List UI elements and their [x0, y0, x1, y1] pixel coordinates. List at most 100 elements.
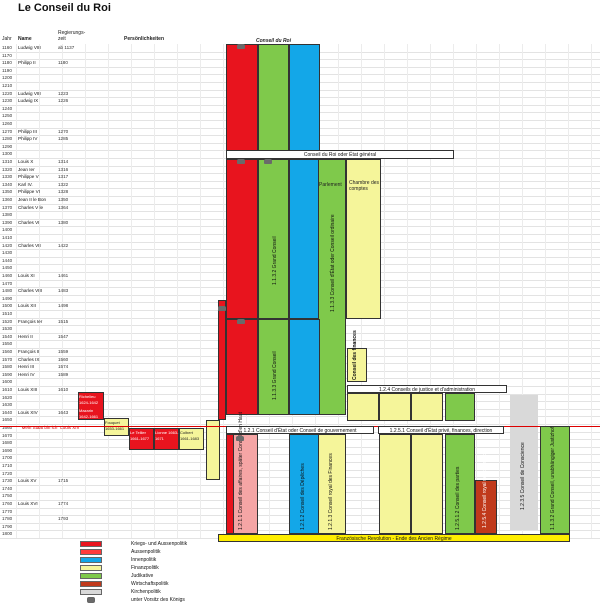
king-reign: 1559: [58, 349, 69, 354]
label-mazarin: Mazarin 1642-1661: [79, 408, 99, 419]
grid-column-line: [499, 44, 500, 538]
label-royal-finances: 1.2.1.3 Conseil royal des Finances: [328, 453, 334, 530]
year-label: 1270: [2, 128, 13, 134]
king-reign: 1547: [58, 333, 69, 339]
king-name: Charles VII: [18, 242, 41, 248]
block-depeches: [289, 434, 320, 534]
label-chambre: Chambre des comptes: [349, 180, 380, 192]
grid-column-line: [108, 44, 109, 538]
block-justice-yellow-1: [347, 393, 379, 421]
block-war-foreign-mid: [226, 159, 258, 319]
king-name: Philipp II: [18, 60, 36, 66]
crown-icon: [236, 436, 244, 441]
year-label: 1600: [2, 379, 13, 385]
label-richelieu: Richelieu 1624-1642: [79, 394, 99, 405]
year-label: 1410: [2, 235, 13, 240]
year-label: 1770: [2, 508, 13, 514]
year-label: 1400: [2, 227, 13, 233]
block-interior-mid: [289, 159, 320, 319]
grid-column-line: [430, 44, 431, 538]
king-reign: 1180: [58, 60, 68, 66]
legend-label: Judikative: [131, 573, 154, 579]
king-reign: 1422: [58, 242, 69, 248]
legend-label: Wirtschaftspolitik: [131, 581, 169, 587]
legend-swatch: [80, 557, 102, 563]
year-label: 1750: [2, 493, 13, 499]
year-label: 1490: [2, 295, 13, 301]
block-interior-late: [289, 319, 320, 415]
king-reign: 1223: [58, 90, 69, 96]
king-name: Louis XV: [18, 478, 37, 484]
year-label: 1430: [2, 250, 13, 256]
king-name: Louis X: [18, 159, 34, 164]
king-reign: 1715: [58, 478, 69, 484]
block-parties: [445, 434, 475, 534]
year-label: 1500: [2, 303, 13, 309]
grid-column-line: [154, 44, 155, 538]
year-label: 1680: [2, 440, 13, 446]
block-grand-conseil: [258, 159, 289, 319]
year-label: 1350: [2, 189, 13, 195]
legend-swatch: [80, 573, 102, 579]
year-label: 1420: [2, 242, 13, 248]
king-reign: 1643: [58, 409, 69, 415]
king-name: Philipp IV: [18, 136, 38, 142]
conseil-general-box: Conseil du Roi oder État général: [226, 150, 454, 159]
block-grand-conseil-late: [258, 319, 289, 415]
grid-column-line: [476, 44, 477, 538]
person-richelieu-mazarin: [78, 392, 104, 420]
king-name: Louis XVI: [18, 501, 38, 506]
label-grand-conseil-final: 1.1.3.2 Grand Conseil, unabhängiger Just…: [550, 426, 556, 530]
year-label: 1590: [2, 371, 13, 377]
block-war-foreign-late: [226, 319, 258, 415]
label-etat: "Mein Staat bin ich" Louis XIV: [20, 425, 80, 430]
year-label: 1650: [2, 417, 13, 423]
legend-swatch: [80, 549, 102, 555]
legend-label: Kirchenpolitik: [131, 589, 161, 595]
year-label: 1210: [2, 83, 13, 88]
grid-column-line: [131, 44, 132, 538]
grid-column-line: [177, 44, 178, 538]
year-label: 1370: [2, 204, 13, 210]
block-justice-yellow-2: [379, 393, 411, 421]
header-conseil: Conseil du Roi: [256, 38, 291, 44]
king-name: Charles VI: [18, 219, 40, 225]
prive-box: 1.2.5.1 Conseil d'État privé, finances, …: [378, 426, 504, 434]
king-name: François II: [18, 349, 40, 354]
legend-swatch: [80, 581, 102, 587]
year-label: 1220: [2, 90, 13, 96]
year-label: 1380: [2, 212, 13, 218]
label-lionne: Lionne 1663-1671: [155, 430, 179, 441]
year-label: 1670: [2, 432, 13, 438]
legend-swatch: [80, 541, 102, 547]
king-name: Ludwig IX: [18, 98, 39, 104]
year-label: 1200: [2, 75, 13, 81]
king-reign: 1316: [58, 166, 69, 172]
year-label: 1720: [2, 470, 13, 476]
block-conseil-etat: [318, 159, 346, 415]
year-label: 1620: [2, 394, 13, 400]
king-reign: 1380: [58, 219, 69, 225]
year-label: 1450: [2, 265, 13, 271]
year-label: 1610: [2, 387, 13, 392]
legend-swatch: [87, 597, 95, 603]
year-label: 1320: [2, 166, 13, 172]
label-grand-conseil-b: 1.1.3.3 Grand Conseil: [272, 351, 278, 400]
block-grand-conseil-final: [540, 426, 570, 534]
label-commerce: 1.2.5.4 Conseil royal de commerce: [482, 450, 488, 528]
grid-column-line: [62, 44, 63, 538]
king-reign: 1774: [58, 501, 69, 506]
block-justice-yellow-3: [411, 393, 443, 421]
king-reign: 1322: [58, 181, 69, 187]
king-name: Philippe VI: [18, 189, 40, 195]
king-reign: 1226: [58, 98, 69, 104]
year-label: 1260: [2, 121, 13, 126]
label-affaires: 1.2.1.1 Conseil des affaires, später Con…: [238, 412, 244, 530]
grid-column-line: [453, 44, 454, 538]
justice-box: 1.2.4 Conseils de justice et d'administr…: [347, 385, 507, 393]
year-label: 1530: [2, 326, 13, 332]
year-label: 1740: [2, 485, 13, 491]
king-name: Louis XI: [18, 273, 35, 278]
year-label: 1760: [2, 501, 13, 506]
year-label: 1540: [2, 333, 13, 339]
